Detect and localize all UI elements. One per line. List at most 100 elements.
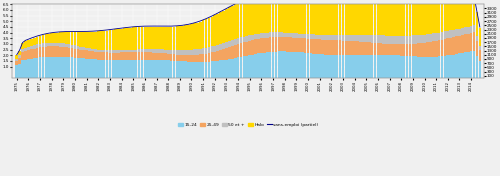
Bar (435, 0, 438, 33)
Bar (161, 53, 164, 60)
Bar (272, 32, 274, 37)
Bar (418, 1, 420, 35)
Bar (333, 40, 336, 55)
Bar (106, 52, 108, 60)
Bar (269, 32, 272, 37)
Bar (42, 47, 44, 57)
Bar (16, 65, 18, 78)
Bar (464, 27, 466, 34)
Bar (65, 57, 68, 78)
Bar (27, 40, 30, 47)
Bar (362, 35, 364, 42)
Bar (269, 52, 272, 78)
Bar (310, 39, 312, 53)
Bar (476, 56, 478, 78)
Bar (234, 45, 236, 58)
Bar (286, 33, 289, 37)
Bar (132, 27, 134, 50)
Bar (65, 47, 68, 57)
Bar (48, 57, 50, 78)
Bar (103, 52, 106, 60)
Bar (214, 15, 216, 46)
Bar (455, 29, 458, 36)
Bar (289, 37, 292, 52)
Bar (144, 60, 146, 78)
Bar (112, 60, 114, 78)
Bar (123, 60, 126, 78)
Bar (316, 54, 318, 78)
Bar (252, 0, 254, 34)
Bar (135, 52, 138, 60)
Bar (158, 27, 161, 49)
Bar (327, 4, 330, 35)
Bar (27, 50, 30, 59)
Bar (420, 57, 423, 78)
Bar (97, 52, 100, 60)
Bar (138, 49, 140, 52)
Bar (56, 43, 59, 46)
Bar (348, 35, 350, 41)
Bar (333, 55, 336, 78)
Bar (356, 42, 359, 55)
Bar (18, 58, 21, 64)
Bar (146, 27, 149, 49)
Bar (56, 33, 59, 43)
Bar (118, 60, 120, 78)
Bar (359, 42, 362, 55)
Bar (108, 50, 112, 53)
Bar (36, 48, 38, 58)
Bar (467, 33, 469, 52)
Bar (316, 4, 318, 34)
Bar (108, 60, 112, 78)
Bar (440, 0, 444, 32)
Bar (380, 43, 382, 55)
Bar (114, 29, 117, 50)
Bar (76, 58, 79, 78)
Bar (50, 57, 53, 78)
Bar (444, 0, 446, 32)
Bar (318, 4, 321, 35)
Bar (62, 57, 64, 78)
Bar (144, 52, 146, 60)
Bar (68, 32, 70, 44)
Bar (164, 27, 166, 50)
Bar (144, 27, 146, 49)
Bar (53, 33, 56, 43)
Bar (420, 0, 423, 35)
Bar (118, 53, 120, 60)
Bar (254, 39, 257, 54)
Bar (318, 35, 321, 39)
Bar (59, 47, 62, 57)
Bar (176, 61, 178, 78)
Bar (114, 50, 117, 53)
Bar (210, 46, 213, 52)
Bar (70, 48, 74, 57)
Bar (274, 37, 278, 52)
Bar (354, 55, 356, 78)
Bar (120, 60, 123, 78)
Bar (376, 43, 380, 55)
Bar (324, 55, 327, 78)
Bar (418, 57, 420, 78)
Bar (400, 36, 402, 44)
Bar (42, 35, 44, 43)
Bar (330, 4, 332, 35)
Bar (388, 4, 391, 36)
Bar (461, 35, 464, 53)
Bar (470, 51, 472, 78)
Bar (129, 60, 132, 78)
Bar (370, 55, 374, 78)
Bar (318, 54, 321, 78)
Bar (412, 44, 414, 56)
Bar (324, 35, 327, 40)
Bar (382, 35, 385, 43)
Bar (301, 34, 304, 38)
Bar (252, 55, 254, 78)
Bar (76, 32, 79, 46)
Bar (260, 33, 262, 38)
Bar (152, 27, 155, 49)
Bar (397, 36, 400, 44)
Bar (108, 53, 112, 60)
Bar (86, 32, 88, 48)
Bar (298, 52, 300, 78)
